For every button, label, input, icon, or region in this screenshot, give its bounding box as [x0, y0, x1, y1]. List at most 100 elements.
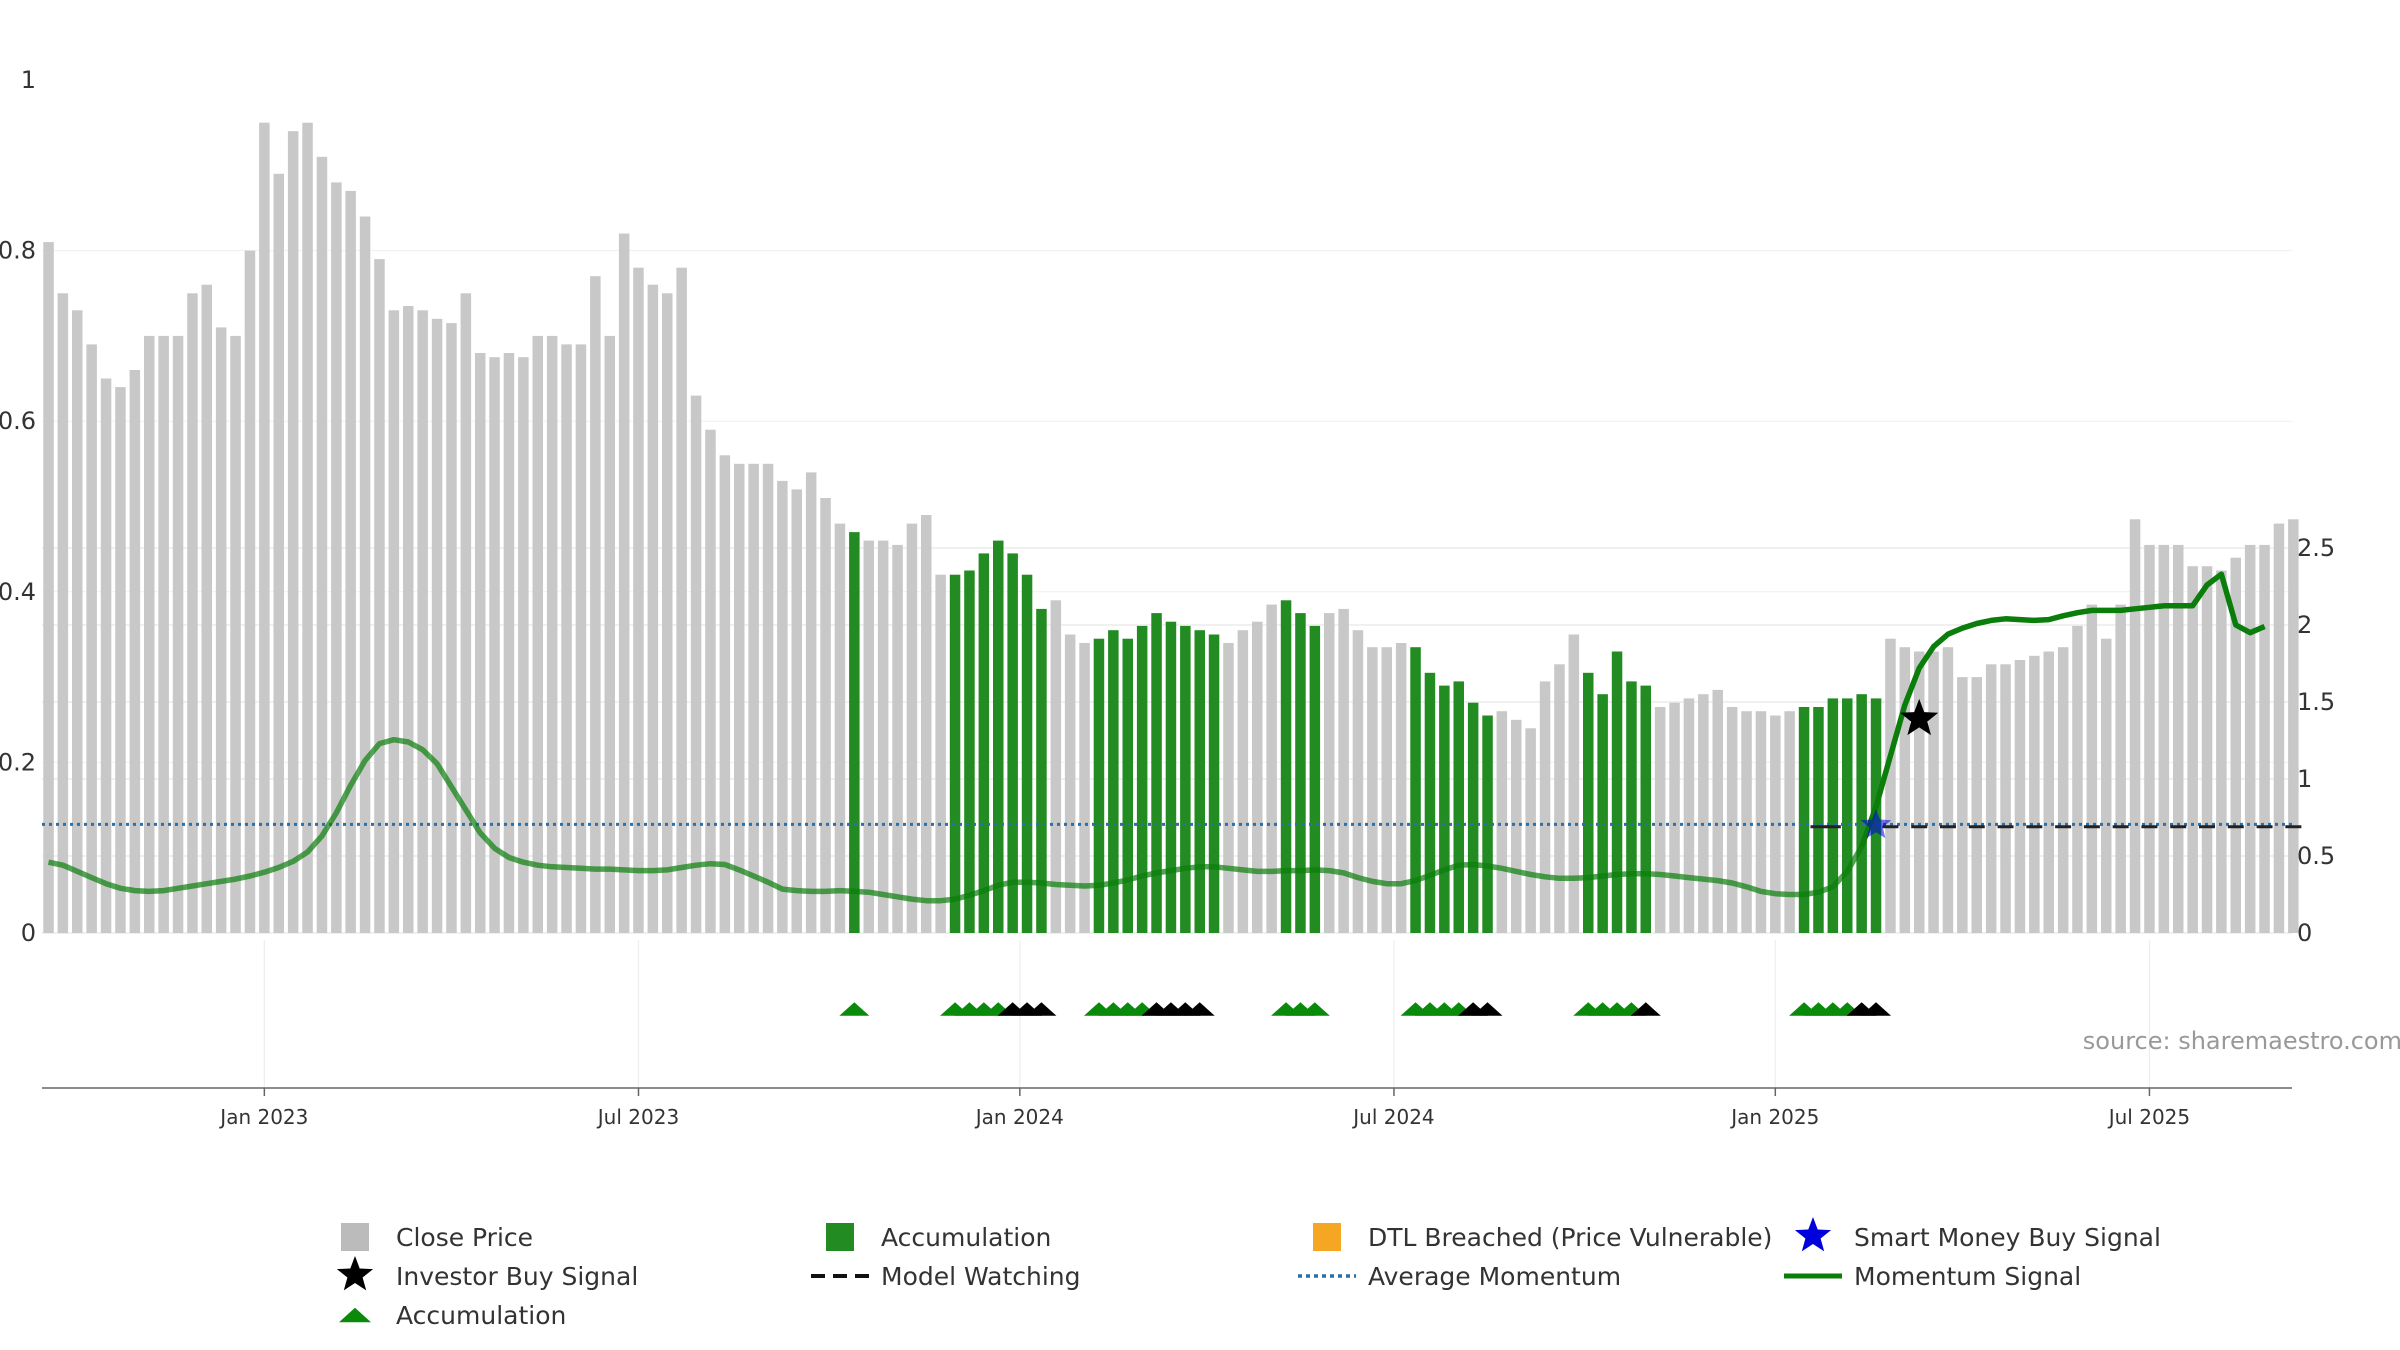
price-bar: [345, 190, 356, 933]
price-bar: [791, 489, 802, 933]
price-bar: [129, 370, 141, 933]
price-bar: [2115, 604, 2126, 933]
accumulation-bar: [1583, 672, 1594, 933]
price-bar: [834, 523, 846, 933]
accumulation-marker: [1026, 1002, 1057, 1016]
price-bar: [676, 267, 687, 933]
accumulation-marker: [1299, 1002, 1330, 1016]
price-bar: [259, 122, 270, 933]
price-bar: [1770, 715, 1781, 933]
legend-smart-money-star: [1794, 1217, 1832, 1252]
price-bar: [1712, 689, 1723, 933]
price-bar: [1324, 613, 1335, 933]
accumulation-bar: [1453, 681, 1464, 933]
left-axis-tick-label: 0.8: [0, 237, 36, 265]
x-tick-label: Jan 2024: [974, 1105, 1064, 1129]
accumulation-bar: [1021, 574, 1033, 933]
left-axis-tick-label: 0.6: [0, 407, 36, 435]
price-bar: [1266, 604, 1277, 933]
price-bar: [633, 267, 644, 933]
price-bar: [115, 387, 126, 934]
price-bar: [1395, 643, 1407, 933]
price-bar: [604, 335, 615, 933]
price-bar: [719, 455, 731, 933]
legend-accumulation-swatch: [826, 1223, 854, 1251]
price-bar: [417, 310, 428, 933]
price-bar: [2201, 566, 2213, 933]
accumulation-bar: [964, 570, 975, 933]
price-bar: [359, 216, 371, 933]
accumulation-bar: [1136, 625, 1148, 933]
accumulation-bar: [1108, 630, 1119, 933]
price-bar: [705, 429, 716, 933]
price-bar: [2187, 566, 2198, 933]
price-bar: [1367, 647, 1378, 933]
momentum-lines: [42, 571, 2292, 904]
legend-accumulation-marker-label: Accumulation: [396, 1301, 566, 1330]
price-bar: [2029, 655, 2040, 933]
legend-average-momentum-label: Average Momentum: [1368, 1262, 1621, 1291]
price-bar: [158, 335, 169, 933]
source-label: source: sharemaestro.com: [2083, 1027, 2400, 1055]
accumulation-bar: [1842, 698, 1853, 933]
smart-money-buy-signal: [1860, 809, 1892, 839]
price-bar: [1352, 630, 1364, 933]
investor-buy-signal: [1900, 698, 1939, 736]
accumulation-bar: [1208, 634, 1220, 933]
price-bar: [1654, 707, 1666, 933]
momentum-signal-line-faded: [47, 736, 1864, 904]
accumulation-bar: [1439, 685, 1450, 933]
price-bar: [2173, 544, 2184, 933]
accumulation-marker-strip: [839, 1002, 1892, 1016]
accumulation-marker: [1861, 1002, 1892, 1016]
price-bar: [1899, 647, 1911, 933]
price-bar: [287, 131, 299, 933]
price-bar: [431, 318, 443, 933]
x-tick-label: Jul 2024: [1351, 1105, 1434, 1129]
accumulation-bar: [1093, 638, 1105, 933]
price-bar: [2216, 570, 2227, 933]
price-bar: [618, 233, 630, 933]
accumulation-bar: [1309, 625, 1321, 933]
legend-smart-money-label: Smart Money Buy Signal: [1854, 1223, 2161, 1252]
price-bar: [1554, 664, 1565, 933]
price-bar: [820, 498, 831, 933]
accumulation-bar: [1798, 707, 1810, 933]
price-bar: [388, 310, 400, 933]
price-bar: [546, 335, 558, 933]
accumulation-bar: [1194, 630, 1205, 933]
accumulation-bar: [1122, 638, 1133, 933]
accumulation-bar: [1151, 613, 1162, 933]
price-bar: [935, 574, 946, 933]
price-bar: [1237, 630, 1249, 933]
right-axis-tick-label: 0: [2297, 919, 2312, 947]
price-bar: [302, 122, 313, 933]
axes: Jan 2023 Jul 2023 Jan 2024 Jul 2024 Jan 2025…: [0, 66, 2335, 1129]
accumulation-bar: [1482, 715, 1493, 933]
price-bar: [2158, 544, 2170, 933]
left-axis-tick-label: 0.2: [0, 748, 36, 776]
momentum-signal-line: [1859, 571, 2266, 848]
accumulation-bar: [1827, 698, 1839, 933]
price-bar: [2288, 519, 2299, 933]
price-bar: [1568, 634, 1580, 933]
accumulation-bar: [1165, 621, 1177, 933]
price-bar: [877, 540, 889, 933]
price-bar: [2101, 638, 2112, 933]
price-bar: [805, 472, 817, 933]
price-bar: [662, 293, 673, 934]
price-bar: [215, 327, 227, 933]
x-tick-label: Jan 2025: [1729, 1105, 1819, 1129]
price-bar: [1726, 707, 1738, 933]
accumulation-bar: [1280, 600, 1292, 933]
x-tick-label: Jan 2023: [218, 1105, 308, 1129]
price-bar: [1914, 651, 1925, 933]
price-bar: [2244, 544, 2256, 933]
legend-dtl-label: DTL Breached (Price Vulnerable): [1368, 1223, 1772, 1252]
legend-accumulation-label: Accumulation: [881, 1223, 1051, 1252]
price-bar: [1885, 638, 1896, 933]
price-bar: [2000, 664, 2011, 933]
price-bar: [446, 323, 457, 934]
price-bar: [575, 344, 587, 933]
price-bar: [532, 335, 543, 933]
